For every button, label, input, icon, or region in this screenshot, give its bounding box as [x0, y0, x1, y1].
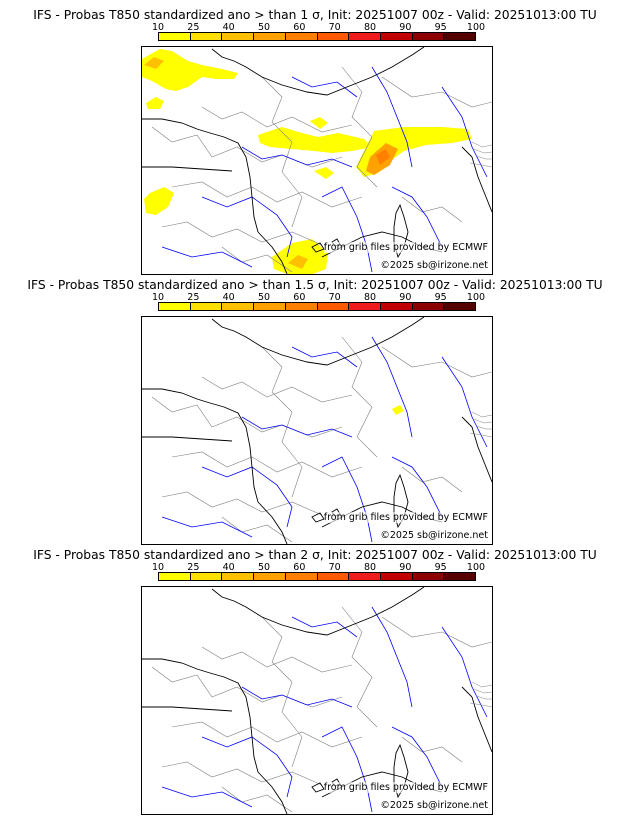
colorbar-tick-label: 80	[363, 22, 377, 33]
colorbar-segment	[379, 573, 412, 580]
admin-borders	[151, 606, 492, 813]
admin-borders	[151, 336, 492, 543]
colorbar-ticks: 10 25 40 50 60 70 80 90 95 100	[0, 22, 630, 33]
alps-terrain	[469, 141, 492, 168]
data-credit: from grib files provided by ECMWF	[323, 782, 488, 793]
coastline	[142, 317, 492, 544]
colorbar-tick-label: 90	[399, 562, 412, 573]
colorbar-segment	[316, 573, 349, 580]
colorbar-segment	[284, 303, 317, 310]
colorbar-segment	[443, 33, 476, 40]
colorbar-tick-label: 10	[151, 292, 165, 303]
colorbar-tick-label: 60	[293, 562, 306, 573]
colorbar-tick-label: 80	[363, 292, 377, 303]
probability-fills	[142, 49, 472, 274]
colorbar-tick-label: 50	[257, 562, 271, 573]
colorbar-segment	[411, 303, 444, 310]
colorbar-tick-label: 100	[466, 292, 486, 303]
colorbar-ticks: 10 25 40 50 60 70 80 90 95 100	[0, 292, 630, 303]
colorbar-segment	[159, 573, 190, 580]
colorbar-tick-label: 50	[257, 292, 271, 303]
rivers	[161, 66, 488, 273]
colorbar-segment	[253, 303, 285, 310]
data-credit: from grib files provided by ECMWF	[323, 242, 488, 253]
colorbar-segment	[221, 573, 254, 580]
colorbar	[158, 32, 476, 41]
colorbar-segment	[443, 303, 476, 310]
colorbar-tick-label: 100	[466, 22, 486, 33]
colorbar-tick-label: 50	[257, 22, 271, 33]
colorbar-segment	[221, 303, 254, 310]
copyright: ©2025 sb@irizone.net	[380, 530, 488, 541]
colorbar-tick-label: 40	[222, 22, 235, 33]
alps-terrain	[469, 681, 492, 708]
map-title: IFS - Probas T850 standardized ano > tha…	[27, 278, 603, 292]
map-title: IFS - Probas T850 standardized ano > tha…	[33, 548, 597, 562]
colorbar	[158, 572, 476, 581]
probability-map: from grib files provided by ECMWF ©2025 …	[141, 46, 493, 275]
colorbar-tick-label: 90	[399, 292, 412, 303]
probability-map: from grib files provided by ECMWF ©2025 …	[141, 586, 493, 815]
colorbar-tick-label: 25	[187, 562, 200, 573]
colorbar-tick-label: 80	[363, 562, 377, 573]
colorbar-segment	[443, 573, 476, 580]
colorbar	[158, 302, 476, 311]
colorbar-segment	[253, 33, 285, 40]
colorbar-tick-label: 25	[187, 292, 200, 303]
copyright: ©2025 sb@irizone.net	[380, 260, 488, 271]
data-credit: from grib files provided by ECMWF	[323, 512, 488, 523]
colorbar-tick-label: 10	[151, 22, 165, 33]
colorbar-segment	[221, 33, 254, 40]
colorbar-segment	[379, 303, 412, 310]
colorbar-segment	[411, 33, 444, 40]
map-canvas	[142, 47, 492, 274]
colorbar-tick-label: 40	[222, 292, 235, 303]
colorbar-tick-label: 60	[293, 22, 306, 33]
colorbar-tick-label: 10	[151, 562, 165, 573]
colorbar-segment	[411, 573, 444, 580]
colorbar-tick-label: 60	[293, 292, 306, 303]
colorbar-segment	[253, 573, 285, 580]
colorbar-segment	[316, 33, 349, 40]
probability-fills	[392, 405, 404, 415]
copyright: ©2025 sb@irizone.net	[380, 800, 488, 811]
colorbar-segment	[348, 33, 380, 40]
colorbar-tick-label: 100	[466, 562, 486, 573]
colorbar-tick-label: 25	[187, 22, 200, 33]
alps-terrain	[469, 411, 492, 438]
map-title: IFS - Probas T850 standardized ano > tha…	[33, 8, 597, 22]
colorbar-tick-label: 95	[434, 292, 447, 303]
colorbar-tick-label: 70	[328, 562, 341, 573]
panel-2-sigma: IFS - Probas T850 standardized ano > tha…	[0, 548, 630, 820]
map-canvas	[142, 587, 492, 814]
rivers	[161, 336, 488, 543]
colorbar-segment	[316, 303, 349, 310]
probability-map: from grib files provided by ECMWF ©2025 …	[141, 316, 493, 545]
colorbar-segment	[189, 33, 222, 40]
colorbar-segment	[159, 303, 190, 310]
coastline	[142, 587, 492, 814]
panel-1-sigma: IFS - Probas T850 standardized ano > tha…	[0, 8, 630, 280]
colorbar-tick-label: 70	[328, 22, 341, 33]
colorbar-segment	[379, 33, 412, 40]
colorbar-tick-label: 40	[222, 562, 235, 573]
colorbar-tick-label: 90	[399, 22, 412, 33]
rivers	[161, 606, 488, 813]
colorbar-tick-label: 70	[328, 292, 341, 303]
colorbar-segment	[348, 573, 380, 580]
colorbar-tick-label: 95	[434, 562, 447, 573]
colorbar-segment	[348, 303, 380, 310]
colorbar-tick-label: 95	[434, 22, 447, 33]
colorbar-segment	[189, 573, 222, 580]
colorbar-segment	[284, 573, 317, 580]
colorbar-segment	[284, 33, 317, 40]
colorbar-segment	[189, 303, 222, 310]
map-canvas	[142, 317, 492, 544]
colorbar-ticks: 10 25 40 50 60 70 80 90 95 100	[0, 562, 630, 573]
panel-1-5-sigma: IFS - Probas T850 standardized ano > tha…	[0, 278, 630, 550]
colorbar-segment	[159, 33, 190, 40]
